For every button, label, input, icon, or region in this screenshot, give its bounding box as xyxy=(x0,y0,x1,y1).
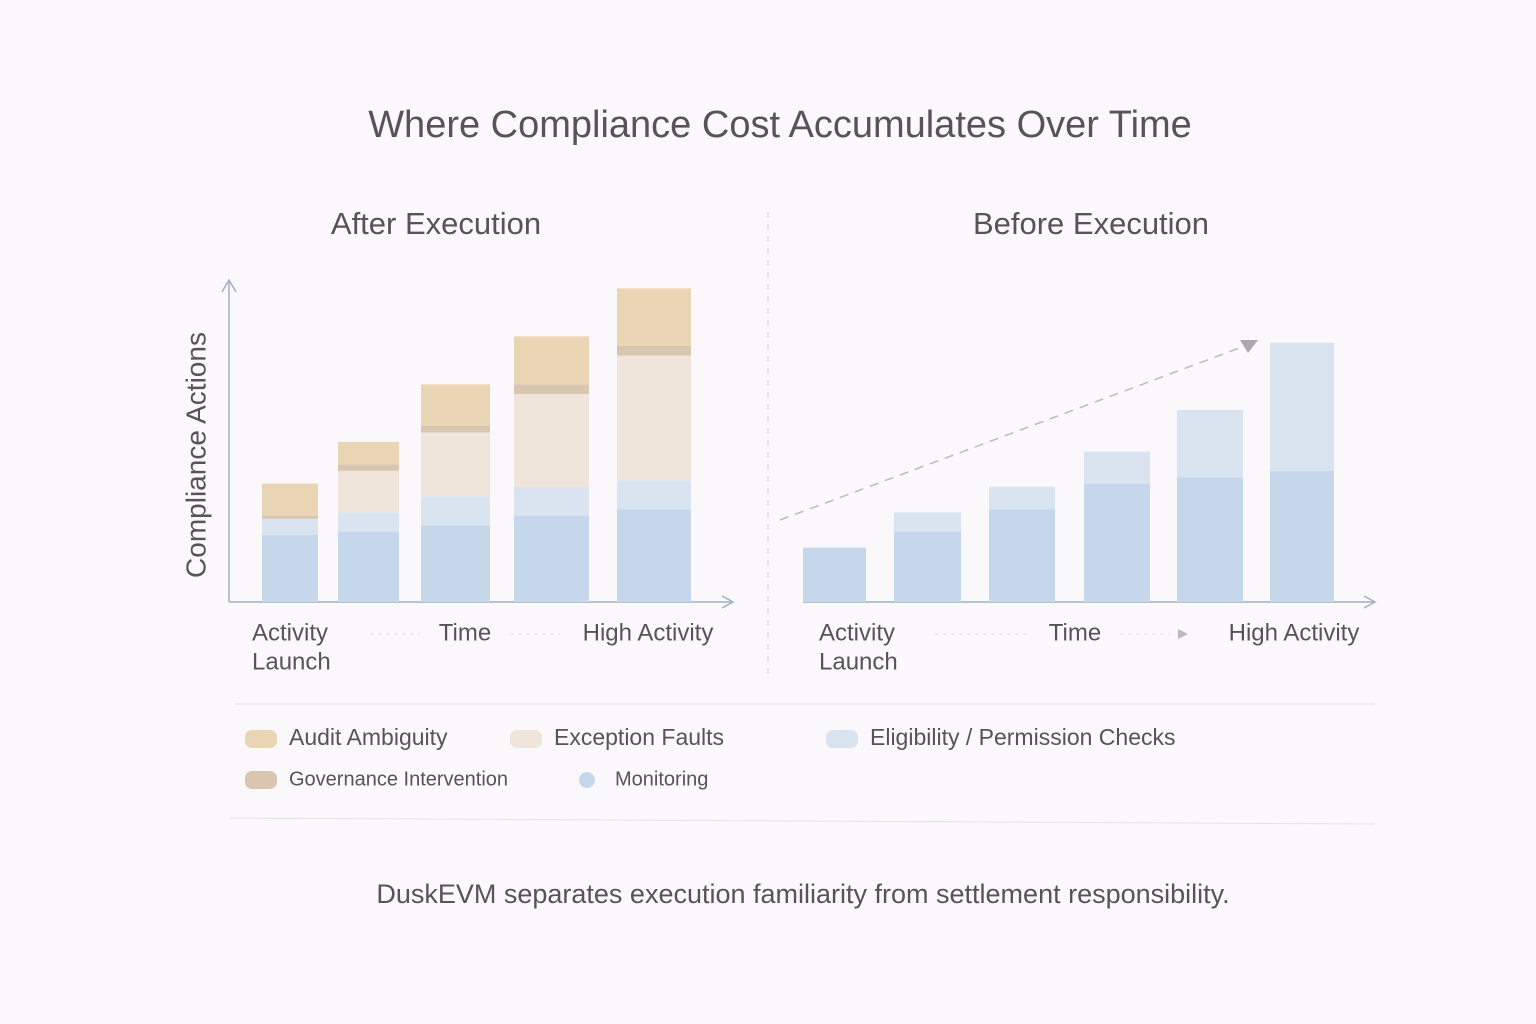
bar-segment xyxy=(989,486,1055,510)
bar-segment xyxy=(617,355,691,481)
bar-segment xyxy=(421,426,490,433)
bar-segment xyxy=(894,512,961,532)
bar-segment xyxy=(421,432,490,497)
bar-segment xyxy=(338,531,399,602)
bar-segment xyxy=(1084,483,1150,602)
bar-segment xyxy=(514,486,589,516)
panel-title: Before Execution xyxy=(973,206,1209,241)
legend-label: Governance Intervention xyxy=(289,768,508,790)
x-axis-label: Launch xyxy=(819,648,898,675)
bar-segment xyxy=(262,515,318,519)
x-axis-label: Time xyxy=(439,619,491,646)
bar-segment xyxy=(894,531,961,602)
bar-segment xyxy=(514,336,589,385)
trend-arrow xyxy=(779,340,1258,521)
x-axis-label: High Activity xyxy=(583,619,714,646)
bar-segment xyxy=(617,509,691,602)
bar-segment xyxy=(262,534,318,602)
bar-segment xyxy=(262,518,318,535)
x-axis-label: Time xyxy=(1049,619,1101,646)
legend-label: Monitoring xyxy=(615,768,708,790)
legend-swatch xyxy=(510,730,542,748)
x-label-connectors xyxy=(370,629,1188,639)
legend-swatch xyxy=(579,772,595,788)
x-axis-label: Activity xyxy=(819,619,895,646)
legend-swatch xyxy=(245,730,277,748)
bar-segment xyxy=(1084,451,1150,484)
bar-segment xyxy=(989,509,1055,602)
caption: DuskEVM separates execution familiarity … xyxy=(376,879,1229,909)
x-axis-label: High Activity xyxy=(1229,619,1360,646)
legend-label: Exception Faults xyxy=(554,724,724,750)
x-axis-label: Launch xyxy=(252,648,331,675)
bar-segment xyxy=(421,525,490,602)
bar-segment xyxy=(514,394,589,487)
bar-segment xyxy=(338,442,399,465)
separator xyxy=(229,817,1376,825)
bar-segment xyxy=(617,480,691,510)
panel-title: After Execution xyxy=(331,206,541,241)
bar-segment xyxy=(617,288,691,346)
legend-swatch xyxy=(245,771,277,789)
bar-segment xyxy=(617,346,691,356)
bar-segment xyxy=(421,384,490,426)
bar-segment xyxy=(514,384,589,394)
legend-swatch xyxy=(826,730,858,748)
bar-segment xyxy=(1270,470,1334,602)
bar-segment xyxy=(1177,477,1243,602)
bar-segment xyxy=(803,547,866,602)
bar-segment xyxy=(338,512,399,532)
main-title: Where Compliance Cost Accumulates Over T… xyxy=(368,104,1192,146)
bar-segment xyxy=(514,515,589,602)
bar-segment xyxy=(1270,342,1334,471)
legend-label: Audit Ambiguity xyxy=(289,724,448,750)
x-axis-label: Activity xyxy=(252,619,328,646)
legend-label: Eligibility / Permission Checks xyxy=(870,724,1175,750)
bar-segment xyxy=(338,470,399,513)
bar-segment xyxy=(338,464,399,471)
y-axis-label: Compliance Actions xyxy=(180,332,211,578)
bar-segment xyxy=(1177,410,1243,478)
bar-segment xyxy=(262,483,318,516)
bar-segment xyxy=(421,496,490,526)
